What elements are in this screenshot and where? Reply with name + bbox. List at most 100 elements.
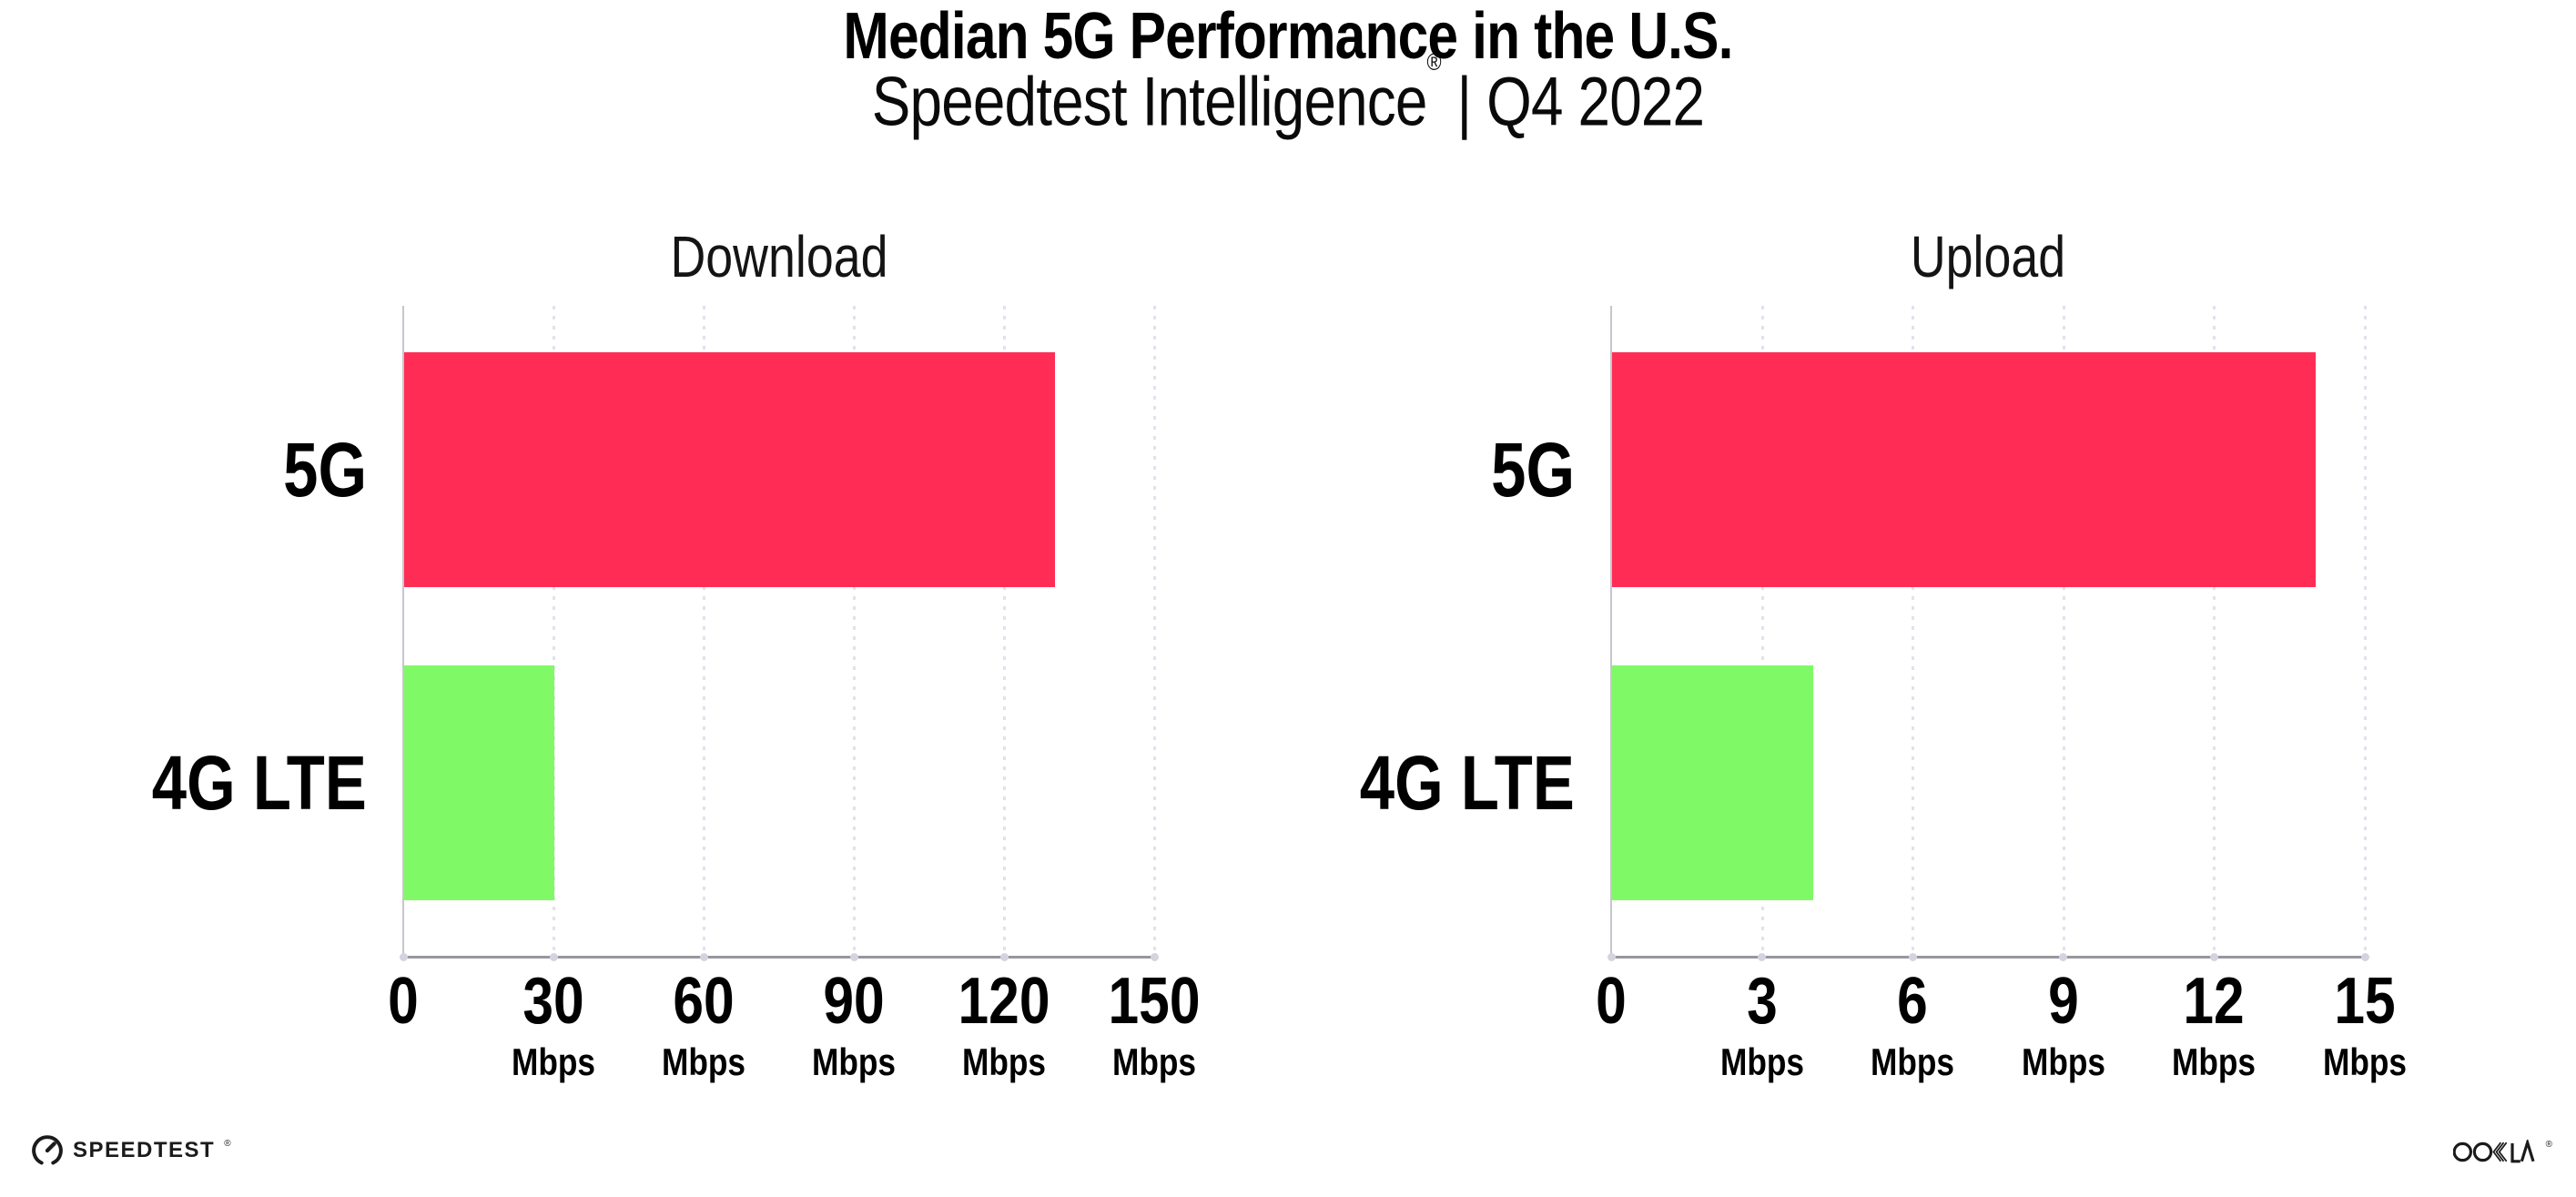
gridline-150 <box>1153 306 1156 957</box>
x-tick-label-60: 60 <box>667 969 740 1034</box>
gridline-3 <box>1760 306 1764 957</box>
y-axis-spine <box>1610 306 1612 959</box>
gridline-15 <box>2364 306 2367 957</box>
speedtest-logo: SPEEDTEST ® <box>31 1134 231 1167</box>
x-tick-unit-90: Mbps <box>804 1043 904 1081</box>
x-tick-unit-150: Mbps <box>1104 1043 1204 1081</box>
gridline-12 <box>2213 306 2216 957</box>
x-tick-label-150: 150 <box>1100 969 1209 1034</box>
chart-title-upload: Upload <box>1896 228 2081 286</box>
y-axis-label-text: 4G LTE <box>1359 740 1575 826</box>
y-axis-label-5g: 5G <box>1473 430 1575 510</box>
subtitle-period: | Q4 2022 <box>1441 63 1706 141</box>
x-tick-label-12: 12 <box>2177 969 2250 1034</box>
x-tick-unit-text: Mbps <box>1871 1040 1955 1083</box>
x-tick-unit-text: Mbps <box>1111 1040 1197 1083</box>
x-tick-dot-15 <box>2360 953 2369 961</box>
speedtest-wordmark: SPEEDTEST <box>73 1138 216 1162</box>
chart-title-text: Upload <box>1910 224 2066 289</box>
x-tick-label-0: 0 <box>1593 969 1629 1034</box>
y-axis-label-text: 4G LTE <box>151 740 367 826</box>
x-tick-label-30: 30 <box>517 969 590 1034</box>
y-axis-label-5g: 5G <box>265 430 367 510</box>
x-tick-unit-3: Mbps <box>1712 1043 1812 1081</box>
x-tick-dot-6 <box>1908 953 1917 961</box>
y-axis-label-text: 5G <box>1491 427 1575 512</box>
x-tick-label-6: 6 <box>1894 969 1931 1034</box>
chart-title-download: Download <box>649 228 908 286</box>
y-axis-spine <box>402 306 404 959</box>
x-tick-dot-90 <box>849 953 858 961</box>
x-tick-unit-text: Mbps <box>661 1040 746 1083</box>
x-tick-dot-150 <box>1150 953 1159 961</box>
y-axis-label-4g-lte: 4G LTE <box>1313 743 1575 823</box>
x-tick-unit-12: Mbps <box>2165 1043 2265 1081</box>
x-tick-unit-6: Mbps <box>1862 1043 1962 1081</box>
gridline-120 <box>1003 306 1006 957</box>
x-tick-value: 3 <box>1746 965 1778 1038</box>
page-subtitle-text: Speedtest Intelligence® | Q4 2022 <box>871 48 1706 141</box>
x-tick-value: 9 <box>2047 965 2079 1038</box>
x-tick-value: 120 <box>958 965 1050 1038</box>
x-tick-dot-120 <box>999 953 1009 961</box>
x-tick-value: 30 <box>522 965 584 1038</box>
x-tick-unit-text: Mbps <box>811 1040 897 1083</box>
page-title-text: Median 5G Performance in the U.S. <box>843 0 1733 73</box>
x-axis-line <box>1609 956 2368 959</box>
x-tick-value: 6 <box>1897 965 1929 1038</box>
x-tick-label-90: 90 <box>817 969 890 1034</box>
x-tick-dot-0 <box>399 953 408 961</box>
x-tick-value: 90 <box>823 965 885 1038</box>
x-tick-unit-text: Mbps <box>511 1040 596 1083</box>
gridline-6 <box>1912 306 1915 957</box>
speedtest-gauge-icon <box>32 1135 63 1165</box>
x-tick-dot-60 <box>699 953 708 961</box>
x-tick-unit-120: Mbps <box>954 1043 1054 1081</box>
x-tick-label-9: 9 <box>2045 969 2082 1034</box>
gridline-60 <box>703 306 705 957</box>
bar-5g-download <box>404 352 1055 587</box>
x-tick-label-120: 120 <box>949 969 1059 1034</box>
x-tick-unit-text: Mbps <box>1719 1040 1804 1083</box>
x-tick-value: 0 <box>388 965 419 1038</box>
x-axis-line <box>401 956 1157 959</box>
x-tick-value: 60 <box>673 965 735 1038</box>
x-tick-unit-text: Mbps <box>2021 1040 2105 1083</box>
x-tick-unit-text: Mbps <box>961 1040 1047 1083</box>
y-axis-label-text: 5G <box>283 427 367 512</box>
x-tick-value: 0 <box>1596 965 1627 1038</box>
ookla-wordmark-icon <box>2452 1140 2535 1163</box>
x-tick-value: 150 <box>1108 965 1201 1038</box>
ookla-registered-mark: ® <box>2545 1140 2552 1150</box>
x-tick-unit-text: Mbps <box>2322 1040 2408 1083</box>
x-tick-dot-3 <box>1758 953 1767 961</box>
x-tick-unit-text: Mbps <box>2172 1040 2257 1083</box>
x-tick-dot-0 <box>1607 953 1616 961</box>
page-subtitle: Speedtest Intelligence® | Q4 2022 <box>793 48 1784 141</box>
bar-5g-upload <box>1612 352 2316 587</box>
x-tick-label-0: 0 <box>385 969 421 1034</box>
x-tick-unit-30: Mbps <box>503 1043 603 1081</box>
x-tick-label-3: 3 <box>1744 969 1780 1034</box>
subtitle-brand: Speedtest Intelligence <box>871 63 1428 141</box>
x-tick-unit-15: Mbps <box>2315 1043 2415 1081</box>
gridline-90 <box>853 306 856 957</box>
speedtest-registered-mark: ® <box>224 1138 231 1149</box>
ookla-logo: ® <box>2452 1140 2552 1164</box>
x-tick-dot-30 <box>549 953 558 961</box>
registered-mark: ® <box>1426 48 1442 76</box>
x-tick-value: 15 <box>2334 965 2396 1038</box>
page-title: Median 5G Performance in the U.S. <box>758 4 1817 69</box>
gridline-9 <box>2062 306 2065 957</box>
x-tick-unit-9: Mbps <box>2013 1043 2114 1081</box>
x-tick-unit-60: Mbps <box>654 1043 754 1081</box>
x-tick-value: 12 <box>2183 965 2246 1038</box>
x-tick-label-15: 15 <box>2328 969 2401 1034</box>
x-tick-dot-9 <box>2059 953 2068 961</box>
chart-title-text: Download <box>669 224 888 289</box>
bar-4g-lte-upload <box>1612 665 1813 900</box>
gridline-30 <box>553 306 555 957</box>
x-tick-dot-12 <box>2209 953 2218 961</box>
